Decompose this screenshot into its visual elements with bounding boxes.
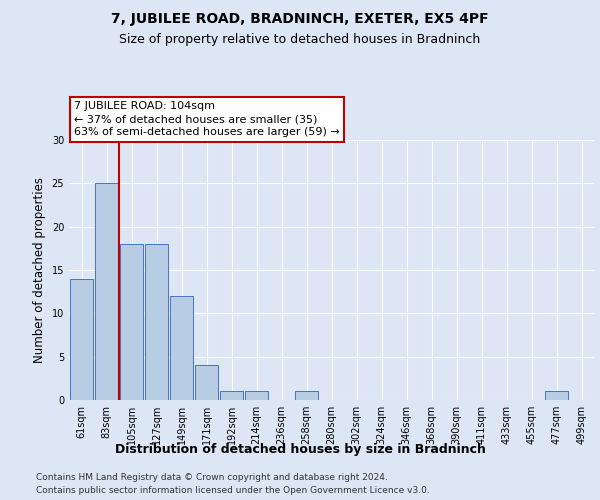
Text: 7 JUBILEE ROAD: 104sqm
← 37% of detached houses are smaller (35)
63% of semi-det: 7 JUBILEE ROAD: 104sqm ← 37% of detached…: [74, 101, 340, 138]
Bar: [220, 392, 243, 400]
Text: Distribution of detached houses by size in Bradninch: Distribution of detached houses by size …: [115, 442, 485, 456]
Bar: [70, 278, 93, 400]
Y-axis label: Number of detached properties: Number of detached properties: [33, 177, 46, 363]
Bar: [170, 296, 193, 400]
Bar: [120, 244, 143, 400]
Text: 7, JUBILEE ROAD, BRADNINCH, EXETER, EX5 4PF: 7, JUBILEE ROAD, BRADNINCH, EXETER, EX5 …: [111, 12, 489, 26]
Text: Size of property relative to detached houses in Bradninch: Size of property relative to detached ho…: [119, 32, 481, 46]
Bar: [195, 366, 218, 400]
Bar: [295, 392, 318, 400]
Bar: [545, 392, 568, 400]
Text: Contains public sector information licensed under the Open Government Licence v3: Contains public sector information licen…: [36, 486, 430, 495]
Bar: [95, 184, 118, 400]
Text: Contains HM Land Registry data © Crown copyright and database right 2024.: Contains HM Land Registry data © Crown c…: [36, 472, 388, 482]
Bar: [245, 392, 268, 400]
Bar: [145, 244, 168, 400]
